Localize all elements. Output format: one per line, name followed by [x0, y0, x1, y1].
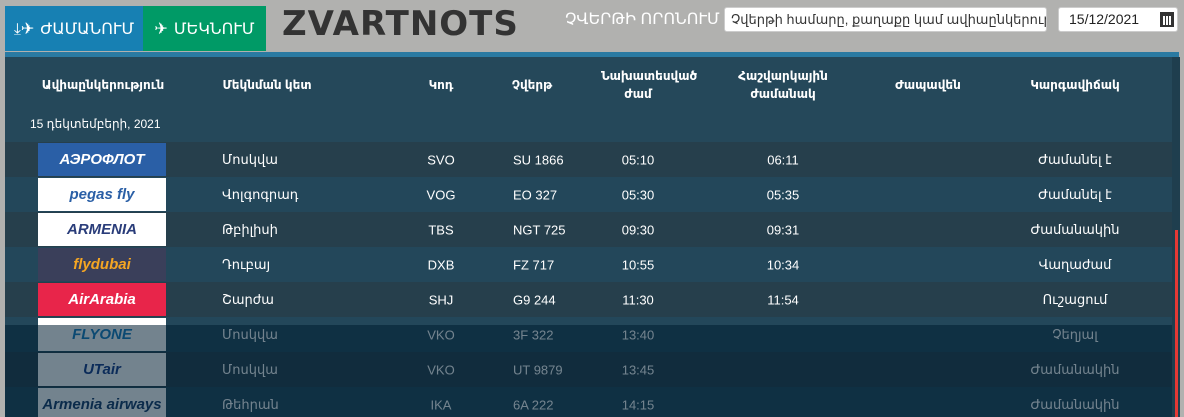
col-airline: Ավիաընկերություն — [41, 77, 165, 92]
col-estimated: Հաշվարկային ժամանակ — [738, 68, 828, 101]
code: DXB — [427, 257, 455, 272]
origin: Մոսկվա — [222, 326, 278, 342]
flight-number: FZ 717 — [513, 257, 555, 272]
status: Ժամանել է — [1038, 151, 1112, 167]
status: Ժամանակին — [1030, 396, 1120, 412]
origin: Մոսկվա — [222, 151, 278, 167]
origin: Մոսկվա — [222, 361, 278, 377]
plane-landing-icon: ⤓✈ — [13, 20, 35, 38]
code: VKO — [427, 362, 455, 377]
table-row[interactable]: Armenia airways Թեհրան IKA 6A 222 14:15 … — [5, 387, 1179, 417]
status: Չեղյալ — [1052, 326, 1098, 342]
scheduled-time: 13:45 — [621, 362, 655, 377]
flights-table: Ավիաընկերություն Մեկնման կետ Կոդ Չվերթ Ն… — [5, 57, 1179, 417]
scheduled-time: 05:30 — [621, 187, 655, 202]
scheduled-time: 14:15 — [621, 397, 655, 412]
estimated-time: 05:35 — [766, 187, 800, 202]
code: VKO — [427, 327, 455, 342]
airline-logo: UTair — [38, 353, 166, 386]
scheduled-time: 05:10 — [621, 152, 655, 167]
table-row[interactable]: АЭРОФЛОТ Մոսկվա SVO SU 1866 05:10 06:11 … — [5, 142, 1179, 177]
date-input[interactable]: 15/12/2021 — [1058, 7, 1178, 32]
code: SVO — [427, 152, 455, 167]
flight-number: 3F 322 — [513, 327, 554, 342]
code: SHJ — [428, 292, 454, 307]
col-code: Կոդ — [428, 77, 454, 92]
estimated-time: 11:54 — [767, 292, 799, 307]
divider — [5, 52, 1179, 57]
calendar-icon[interactable] — [1160, 12, 1174, 27]
table-row[interactable]: pegas fly Վոլգոգրադ VOG EO 327 05:30 05:… — [5, 177, 1179, 212]
code: VOG — [426, 187, 456, 202]
origin: Վոլգոգրադ — [222, 186, 299, 202]
airline-logo: FLYONE — [38, 318, 166, 351]
flight-number: EO 327 — [513, 187, 558, 202]
origin: Դուբայ — [222, 256, 271, 272]
status: Վաղաժամ — [1038, 256, 1112, 272]
col-status: Կարգավիճակ — [1030, 77, 1120, 92]
status: Ժամանել է — [1038, 186, 1112, 202]
tab-departures-label: ՄԵԿՆՈՒՄ — [173, 20, 255, 38]
scheduled-time: 11:30 — [622, 292, 654, 307]
table-row[interactable]: flydubai Դուբայ DXB FZ 717 10:55 10:34 Վ… — [5, 247, 1179, 282]
status: Ժամանակին — [1030, 361, 1120, 377]
table-row[interactable]: AirArabia Շարժա SHJ G9 244 11:30 11:54 Ո… — [5, 282, 1179, 317]
origin: Շարժա — [222, 291, 274, 307]
date-group-label: 15 դեկտեմբերի, 2021 — [30, 117, 161, 131]
code: TBS — [428, 222, 454, 237]
scheduled-time: 10:55 — [621, 257, 655, 272]
origin: Թբիլիսի — [222, 221, 278, 237]
table-row[interactable]: FLYONE Մոսկվա VKO 3F 322 13:40 Չեղյալ — [5, 317, 1179, 352]
estimated-time: 09:31 — [766, 222, 800, 237]
tab-arrivals[interactable]: ⤓✈ ԺԱՄԱՆՈՒՄ — [5, 6, 143, 51]
search-label: ՉՎԵՐԹԻ ՈՐՈՆՈՒՄ — [565, 11, 720, 28]
airline-logo: flydubai — [38, 248, 166, 281]
date-value: 15/12/2021 — [1069, 11, 1140, 27]
col-belt: Ժապավեն — [895, 77, 961, 92]
scheduled-time: 13:40 — [621, 327, 655, 342]
estimated-time: 06:11 — [767, 152, 799, 167]
brand-watermark: ZVARTNOTS — [282, 4, 519, 44]
flight-number: G9 244 — [513, 292, 556, 307]
status: Ժամանակին — [1030, 221, 1120, 237]
status: Ուշացում — [1042, 291, 1108, 307]
plane-takeoff-icon: ✈ — [154, 20, 168, 38]
estimated-time: 10:34 — [766, 257, 800, 272]
scrollbar-thumb[interactable] — [1175, 230, 1178, 417]
airline-logo: ARMENIA — [38, 213, 166, 246]
airline-logo: АЭРОФЛОТ — [38, 143, 166, 176]
code: IKA — [430, 397, 452, 412]
airline-logo: Armenia airways — [38, 388, 166, 417]
search-input[interactable]: Չվերթի համարը, քաղաքը կամ ավիաընկերությո… — [724, 7, 1047, 32]
flight-number: SU 1866 — [513, 152, 564, 167]
col-origin: Մեկնման կետ — [222, 77, 312, 92]
flight-number: UT 9879 — [513, 362, 563, 377]
scheduled-time: 09:30 — [621, 222, 655, 237]
col-scheduled: Նախատեսված ժամ — [601, 68, 698, 101]
table-row[interactable]: ARMENIA Թբիլիսի TBS NGT 725 09:30 09:31 … — [5, 212, 1179, 247]
origin: Թեհրան — [222, 396, 279, 412]
flight-number: NGT 725 — [513, 222, 566, 237]
tab-arrivals-label: ԺԱՄԱՆՈՒՄ — [40, 20, 135, 38]
tab-departures[interactable]: ✈ ՄԵԿՆՈՒՄ — [143, 6, 266, 51]
table-header: Ավիաընկերություն Մեկնման կետ Կոդ Չվերթ Ն… — [5, 57, 1179, 112]
flight-number: 6A 222 — [513, 397, 554, 412]
col-flight: Չվերթ — [511, 77, 553, 92]
airline-logo: AirArabia — [38, 283, 166, 316]
airline-logo: pegas fly — [38, 178, 166, 211]
table-row[interactable]: UTair Մոսկվա VKO UT 9879 13:45 Ժամանակին — [5, 352, 1179, 387]
